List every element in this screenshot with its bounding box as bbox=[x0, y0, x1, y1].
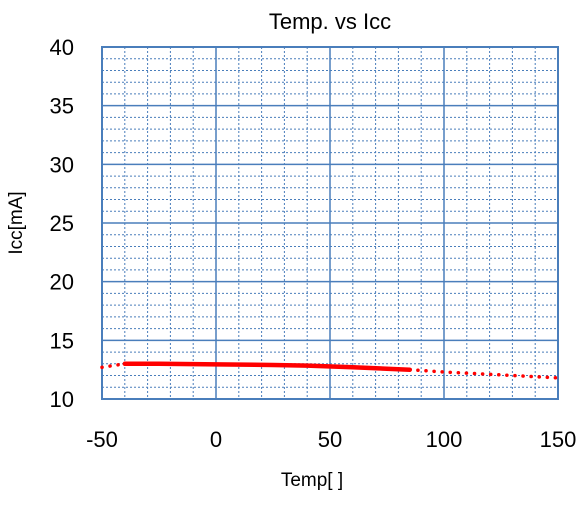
x-tick-label: -50 bbox=[86, 427, 118, 452]
chart-title: Temp. vs Icc bbox=[269, 9, 391, 34]
y-tick-label: 35 bbox=[50, 94, 74, 119]
dotted-series-line bbox=[408, 367, 560, 380]
dotted-series-line bbox=[100, 362, 127, 370]
x-tick-label: 0 bbox=[210, 427, 222, 452]
solid-series-line bbox=[122, 361, 413, 372]
x-tick-label: 100 bbox=[426, 427, 463, 452]
y-tick-labels: 10 15 20 25 30 35 40 bbox=[50, 35, 74, 412]
y-tick-label: 10 bbox=[50, 387, 74, 412]
series-layer bbox=[100, 361, 560, 380]
x-tick-label: 150 bbox=[540, 427, 577, 452]
y-axis-label: Icc[mA] bbox=[6, 191, 27, 254]
major-grid bbox=[102, 47, 558, 399]
x-axis-label: Temp[ ] bbox=[281, 470, 343, 491]
y-tick-label: 40 bbox=[50, 35, 74, 60]
y-tick-label: 15 bbox=[50, 328, 74, 353]
plot-frame bbox=[101, 46, 559, 400]
x-tick-labels: -50 0 50 100 150 bbox=[86, 427, 576, 452]
x-tick-label: 50 bbox=[318, 427, 342, 452]
y-tick-label: 30 bbox=[50, 152, 74, 177]
y-tick-label: 25 bbox=[50, 211, 74, 236]
y-tick-label: 20 bbox=[50, 270, 74, 295]
